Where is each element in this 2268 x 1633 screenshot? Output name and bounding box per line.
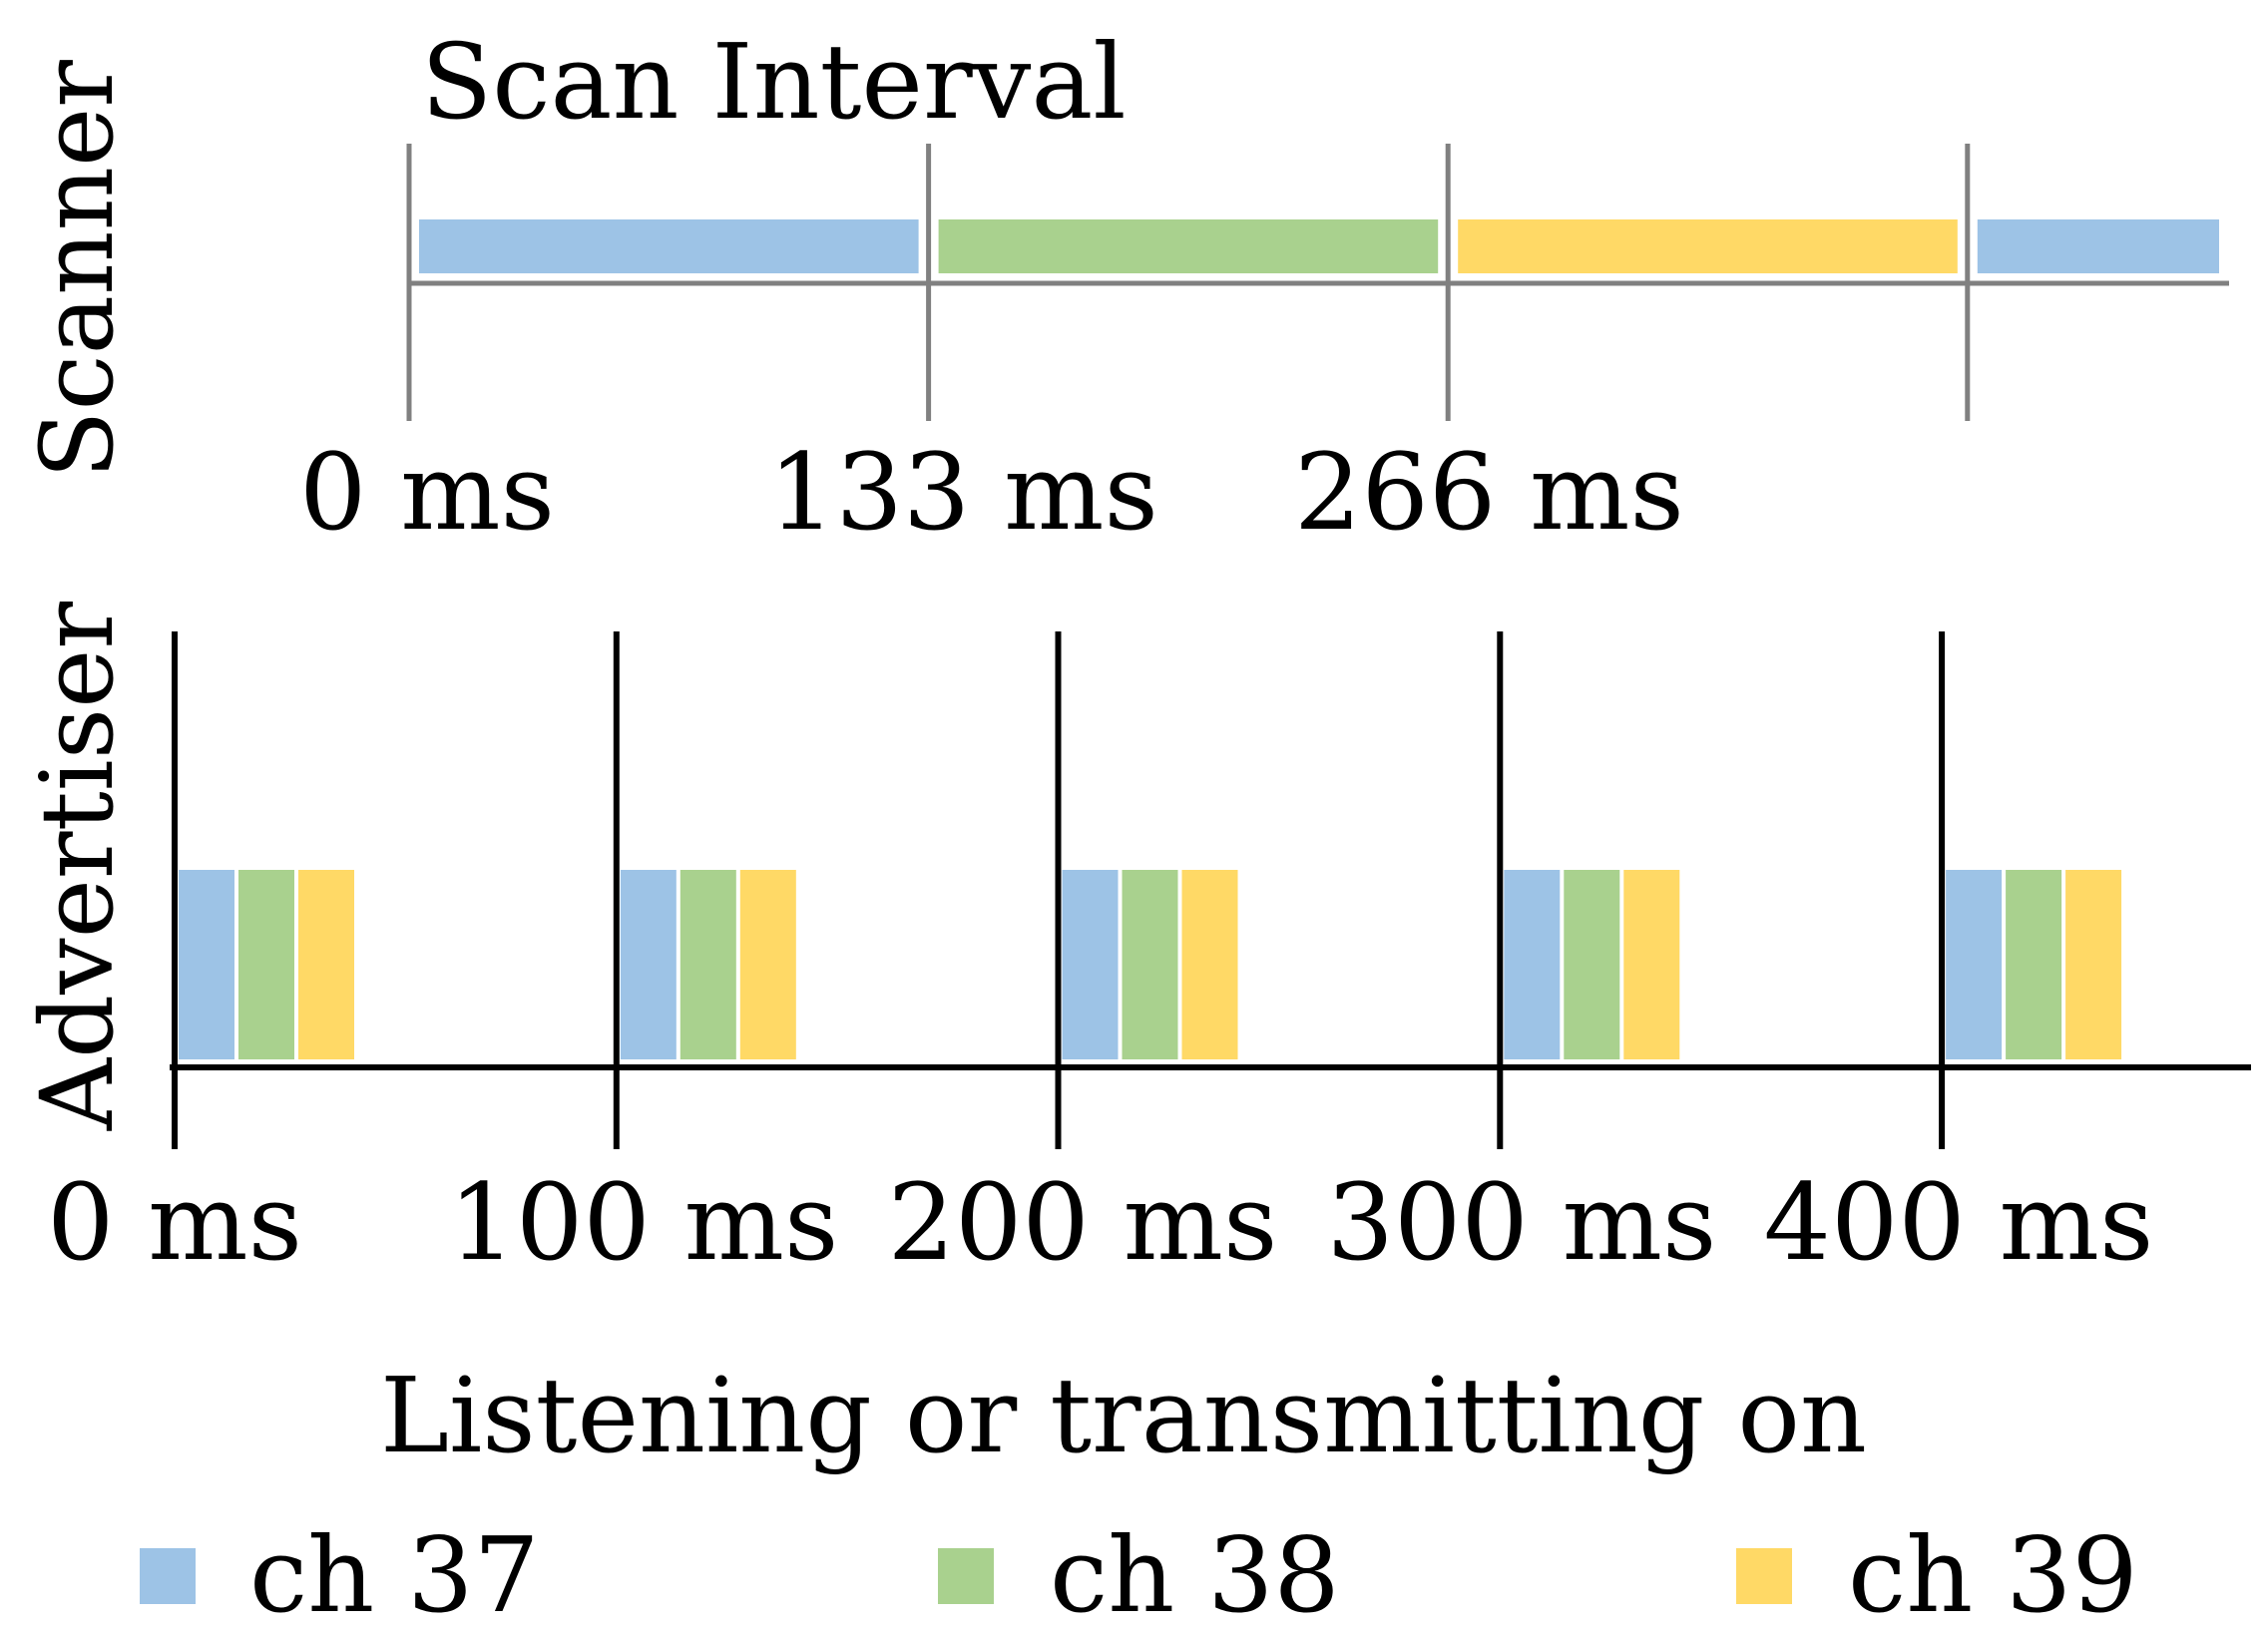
- advertiser-packet-ch37-event-0: [179, 870, 234, 1059]
- scanner-windows: [419, 219, 2219, 273]
- advertiser-packet-ch38-event-3: [1564, 870, 1620, 1059]
- advertiser-tick-label-300: 300 ms: [1327, 1161, 1717, 1284]
- advertiser-ticks: [172, 631, 1946, 1149]
- advertiser-packet-ch38-event-1: [680, 870, 736, 1059]
- advertiser-packet-ch38-event-2: [1122, 870, 1178, 1059]
- scan-interval-title: Scan Interval: [421, 21, 1127, 143]
- scanner-ticks: [406, 144, 1971, 421]
- legend-label-ch39: ch 39: [1848, 1514, 2138, 1633]
- advertiser-packet-ch37-event-2: [1062, 870, 1119, 1059]
- advertiser-packet-ch39-event-3: [1623, 870, 1680, 1059]
- legend-swatch-ch38: [938, 1548, 994, 1604]
- scanner-window-ch39-2: [1458, 219, 1958, 273]
- advertiser-side-label: Advertiser: [19, 602, 136, 1131]
- legend-label-ch38: ch 38: [1050, 1514, 1340, 1633]
- advertiser-packet-ch39-event-4: [2065, 870, 2122, 1059]
- advertiser-tick-label-400: 400 ms: [1764, 1161, 2154, 1284]
- scanner-tick-label-266: 266 ms: [1294, 431, 1684, 554]
- legend-label-ch37: ch 37: [249, 1514, 540, 1633]
- advertiser-packet-ch38-event-4: [2006, 870, 2062, 1059]
- legend-swatch-ch37: [140, 1548, 196, 1604]
- scanner-tick-label-0: 0 ms: [299, 431, 555, 554]
- advertiser-tick-label-100: 100 ms: [449, 1161, 839, 1284]
- scanner-side-label: Scanner: [19, 60, 136, 479]
- scanner-window-ch38-1: [938, 219, 1439, 273]
- scanner-tick-label-133: 133 ms: [768, 431, 1158, 554]
- advertiser-packet-ch39-event-0: [298, 870, 354, 1059]
- advertiser-packet-ch39-event-1: [739, 870, 796, 1059]
- advertiser-tick-label-200: 200 ms: [888, 1161, 1278, 1284]
- advertiser-packets: [179, 870, 2122, 1059]
- advertiser-tick-label-0: 0 ms: [47, 1161, 302, 1284]
- scanner-window-ch37-3: [1977, 219, 2219, 273]
- advertiser-packet-ch38-event-0: [238, 870, 294, 1059]
- advertiser-packet-ch37-event-1: [620, 870, 677, 1059]
- advertiser-packet-ch37-event-3: [1504, 870, 1561, 1059]
- legend-title: Listening or transmitting on: [380, 1355, 1867, 1476]
- advertiser-packet-ch39-event-2: [1181, 870, 1238, 1059]
- scanner-window-ch37-0: [419, 219, 919, 273]
- legend-swatch-ch39: [1736, 1548, 1792, 1604]
- advertiser-packet-ch37-event-4: [1946, 870, 2003, 1059]
